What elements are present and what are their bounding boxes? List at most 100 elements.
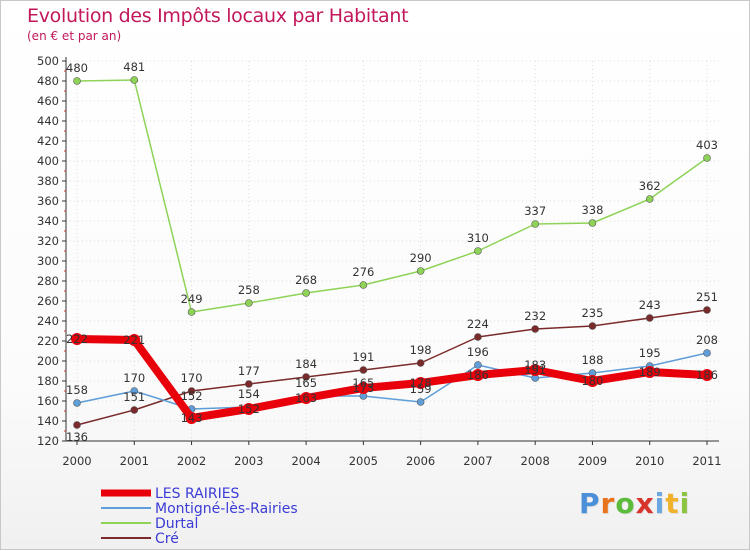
data-label: 338 [581, 203, 603, 217]
data-label: 158 [66, 383, 88, 397]
data-point [130, 406, 139, 414]
data-point [300, 392, 313, 404]
y-tick-label: 220 [37, 334, 59, 348]
y-tick-label: 140 [37, 414, 59, 428]
data-point [416, 267, 425, 275]
legend-label: Durtal [155, 516, 198, 532]
brand-letter: i [654, 487, 666, 520]
data-label: 180 [581, 374, 603, 388]
y-tick-label: 260 [37, 294, 59, 308]
data-label: 208 [696, 333, 718, 347]
data-point [187, 308, 196, 316]
brand-letter: P [579, 487, 601, 520]
data-point [359, 281, 368, 289]
y-tick-label: 320 [37, 234, 59, 248]
data-label: 243 [639, 298, 661, 312]
data-point [185, 412, 198, 424]
data-label: 163 [295, 391, 317, 405]
data-point [242, 403, 255, 415]
data-point [416, 359, 425, 367]
data-label: 152 [238, 402, 260, 416]
data-label: 196 [467, 345, 489, 359]
data-label: 290 [410, 251, 432, 265]
x-tick-label: 2003 [234, 454, 263, 468]
data-point [703, 154, 711, 162]
x-tick-label: 2007 [463, 454, 492, 468]
legend-label: LES RAIRIES [155, 486, 240, 502]
data-label: 188 [581, 353, 603, 367]
data-point [130, 387, 139, 395]
data-point [588, 322, 597, 330]
y-tick-label: 340 [37, 214, 59, 228]
data-label: 151 [123, 390, 145, 404]
data-label: 195 [639, 346, 661, 360]
y-tick-label: 480 [37, 74, 59, 88]
data-label: 480 [66, 61, 88, 75]
x-tick-label: 2006 [406, 454, 435, 468]
data-point [588, 219, 597, 227]
data-point [643, 366, 656, 378]
x-tick-label: 2005 [349, 454, 378, 468]
y-tick-label: 500 [37, 54, 59, 68]
data-point [703, 349, 711, 357]
data-point [302, 289, 310, 297]
data-point [474, 333, 482, 341]
y-tick-label: 400 [37, 154, 59, 168]
data-label: 224 [467, 317, 489, 331]
brand-logo: Proxiti [579, 487, 690, 520]
data-label: 481 [123, 60, 145, 74]
legend-label: Cré [155, 531, 179, 547]
data-label: 403 [696, 138, 718, 152]
data-point [471, 369, 484, 381]
data-label: 189 [639, 365, 661, 379]
data-label: 177 [238, 364, 260, 378]
data-label: 191 [352, 350, 374, 364]
x-tick-label: 2002 [177, 454, 206, 468]
data-label: 154 [238, 387, 260, 401]
data-label: 268 [295, 273, 317, 287]
data-label: 198 [410, 343, 432, 357]
data-label: 191 [524, 363, 546, 377]
data-point [701, 369, 713, 381]
legend-label: Montigné-lès-Rairies [155, 501, 298, 517]
data-point [187, 387, 196, 395]
data-label: 251 [696, 290, 718, 304]
data-point [130, 76, 139, 84]
y-tick-label: 280 [37, 274, 59, 288]
data-label: 152 [181, 389, 203, 403]
series-line-les-rairies [73, 335, 711, 422]
x-tick-label: 2011 [692, 454, 721, 468]
data-point [703, 306, 711, 314]
data-label: 258 [238, 283, 260, 297]
data-label: 165 [295, 376, 317, 390]
y-tick-label: 180 [37, 374, 59, 388]
brand-letter: i [679, 487, 691, 520]
y-tick-label: 200 [37, 354, 59, 368]
y-tick-label: 300 [37, 254, 59, 268]
data-label: 170 [123, 371, 145, 385]
data-point [474, 361, 482, 369]
brand-letter: r [600, 487, 616, 520]
x-tick-label: 2001 [120, 454, 149, 468]
data-label: 183 [524, 358, 546, 372]
data-label: 276 [352, 265, 374, 279]
data-point [531, 325, 539, 333]
x-tick-label: 2004 [291, 454, 320, 468]
x-tick-label: 2010 [635, 454, 664, 468]
y-tick-label: 360 [37, 194, 59, 208]
data-label: 310 [467, 231, 489, 245]
chart-title: Evolution des Impôts locaux par Habitant [27, 5, 409, 27]
data-point [359, 366, 368, 374]
y-tick-label: 460 [37, 94, 59, 108]
data-label: 235 [581, 306, 603, 320]
y-tick-label: 440 [37, 114, 59, 128]
brand-letter: o [615, 487, 636, 520]
data-label: 178 [410, 376, 432, 390]
data-point [416, 398, 425, 406]
data-point [645, 195, 654, 203]
data-label: 159 [410, 382, 432, 396]
y-tick-label: 240 [37, 314, 59, 328]
brand-letter: x [635, 487, 655, 520]
